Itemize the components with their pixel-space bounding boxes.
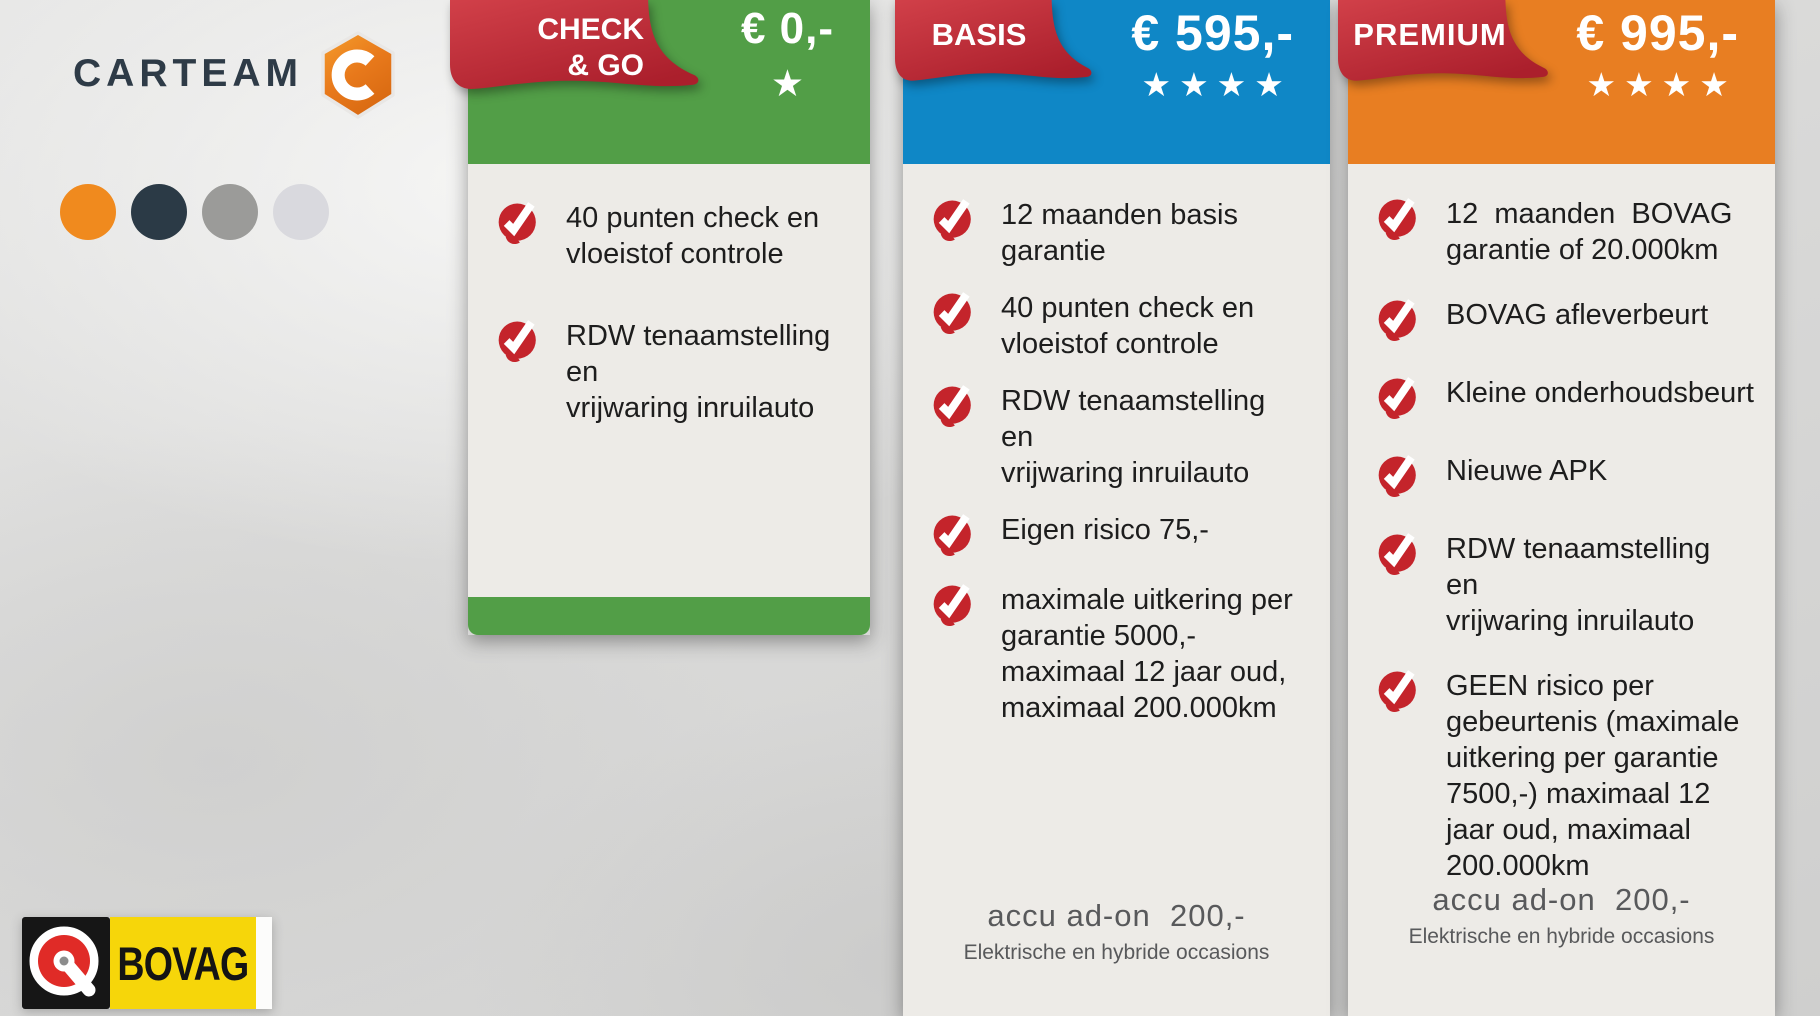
bovag-label: BOVAG — [117, 936, 249, 990]
feature-text: RDW tenaamstelling en vrijwaring inruila… — [566, 320, 831, 424]
feature-item: Eigen risico 75,- — [903, 512, 1330, 561]
palette-dot-lightgray — [273, 184, 329, 240]
plan-badge-ribbon: PREMIUM — [1338, 0, 1556, 88]
plan-price: € 0,- — [740, 4, 834, 53]
feature-text: 12 maanden BOVAG garantie of 20.000km — [1446, 198, 1733, 266]
feature-list: 12 maanden BOVAG garantie of 20.000km BO… — [1348, 164, 1775, 884]
check-icon — [931, 380, 977, 432]
plan-stars: ★★★★ — [1141, 66, 1292, 103]
bovag-mark-icon — [22, 917, 110, 1009]
plan-card-basis: € 595,- ★★★★ BASIS 12 maanden basis gara… — [895, 0, 1330, 1016]
check-icon — [1376, 528, 1422, 580]
feature-text: GEEN risico per gebeurtenis (maximale ui… — [1446, 670, 1740, 882]
feature-text: Kleine onderhoudsbeurt — [1446, 377, 1754, 409]
feature-item: RDW tenaamstelling en vrijwaring inruila… — [903, 383, 1330, 491]
check-icon — [1376, 450, 1422, 502]
brand-palette-dots — [60, 184, 329, 240]
addon-title: accu ad-on 200,- — [1432, 882, 1691, 917]
plan-price: € 595,- — [1131, 5, 1294, 61]
feature-item: RDW tenaamstelling en vrijwaring inruila… — [468, 318, 870, 426]
feature-item: 12 maanden basis garantie — [903, 197, 1330, 269]
check-icon — [931, 579, 977, 631]
check-icon — [931, 509, 977, 561]
feature-text: RDW tenaamstelling en vrijwaring inruila… — [1446, 533, 1711, 637]
plan-stars: ★ — [770, 63, 805, 104]
check-icon — [1376, 193, 1422, 245]
feature-item: Nieuwe APK — [1348, 453, 1775, 502]
feature-item: 40 punten check en vloeistof controle — [468, 200, 870, 272]
check-icon — [1376, 665, 1422, 717]
palette-dot-navy — [131, 184, 187, 240]
plan-price: € 995,- — [1576, 5, 1739, 61]
plan-footer-bar — [468, 597, 870, 635]
price-block: € 0,- ★ — [741, 4, 834, 105]
addon-title: accu ad-on 200,- — [987, 898, 1246, 933]
check-icon — [931, 194, 977, 246]
feature-text: RDW tenaamstelling en vrijwaring inruila… — [1001, 385, 1266, 489]
feature-item: Kleine onderhoudsbeurt — [1348, 375, 1775, 424]
feature-item: 12 maanden BOVAG garantie of 20.000km — [1348, 196, 1775, 268]
plan-badge-label: BASIS — [931, 17, 1027, 52]
badge-line-1: CHECK — [537, 13, 644, 46]
plan-badge-ribbon: CHECK & GO — [450, 0, 708, 97]
brand-name: CARTEAM — [73, 52, 303, 95]
check-icon — [1376, 294, 1422, 346]
feature-text: maximale uitkering per garantie 5000,- m… — [1001, 584, 1293, 724]
plan-body: 12 maanden BOVAG garantie of 20.000km BO… — [1348, 164, 1775, 1016]
feature-list: 12 maanden basis garantie 40 punten chec… — [903, 164, 1330, 726]
feature-item: maximale uitkering per garantie 5000,- m… — [903, 582, 1330, 726]
addon-subtitle: Elektrische en hybride occasions — [963, 941, 1270, 964]
check-icon — [1376, 372, 1422, 424]
bovag-logo: BOVAG — [22, 917, 272, 1009]
check-icon — [496, 315, 542, 367]
plan-header: € 595,- ★★★★ BASIS — [895, 0, 1330, 164]
palette-dot-orange — [60, 184, 116, 240]
feature-item: GEEN risico per gebeurtenis (maximale ui… — [1348, 668, 1775, 884]
feature-text: 12 maanden basis garantie — [1001, 199, 1238, 267]
feature-list: 40 punten check en vloeistof controle RD… — [468, 164, 870, 426]
addon-subtitle: Elektrische en hybride occasions — [1408, 925, 1715, 948]
feature-item: 40 punten check en vloeistof controle — [903, 290, 1330, 362]
plan-header: € 0,- ★ CHECK & GO — [450, 0, 870, 164]
carteam-hexagon-icon — [321, 31, 395, 119]
bovag-white-strip — [256, 917, 272, 1009]
plan-body: 12 maanden basis garantie 40 punten chec… — [903, 164, 1330, 1016]
plan-card-premium: € 995,- ★★★★ PREMIUM 12 maanden BOVAG ga… — [1338, 0, 1775, 1016]
plan-header: € 995,- ★★★★ PREMIUM — [1338, 0, 1775, 164]
feature-item: BOVAG afleverbeurt — [1348, 297, 1775, 346]
plan-stars: ★★★★ — [1586, 66, 1737, 103]
feature-item: RDW tenaamstelling en vrijwaring inruila… — [1348, 531, 1775, 639]
check-icon — [496, 197, 542, 249]
price-block: € 995,- ★★★★ — [1576, 4, 1739, 104]
plan-badge-label: PREMIUM — [1353, 17, 1507, 52]
plan-body: 40 punten check en vloeistof controle RD… — [468, 164, 870, 597]
addon-note: accu ad-on 200,- Elektrische en hybride … — [1348, 882, 1775, 949]
price-block: € 595,- ★★★★ — [1131, 4, 1294, 104]
feature-text: Nieuwe APK — [1446, 455, 1608, 487]
feature-text: BOVAG afleverbeurt — [1446, 299, 1709, 331]
plan-badge-label: CHECK & GO — [450, 0, 708, 97]
check-icon — [931, 287, 977, 339]
palette-dot-gray — [202, 184, 258, 240]
feature-text: Eigen risico 75,- — [1001, 514, 1209, 546]
bovag-wordmark: BOVAG — [110, 917, 256, 1009]
plan-badge-ribbon: BASIS — [895, 0, 1099, 88]
badge-line-2: & GO — [567, 49, 644, 82]
feature-text: 40 punten check en vloeistof controle — [566, 202, 820, 270]
feature-text: 40 punten check en vloeistof controle — [1001, 292, 1255, 360]
addon-note: accu ad-on 200,- Elektrische en hybride … — [903, 898, 1330, 965]
plan-card-check-go: € 0,- ★ CHECK & GO 40 punten check en vl… — [450, 0, 870, 635]
